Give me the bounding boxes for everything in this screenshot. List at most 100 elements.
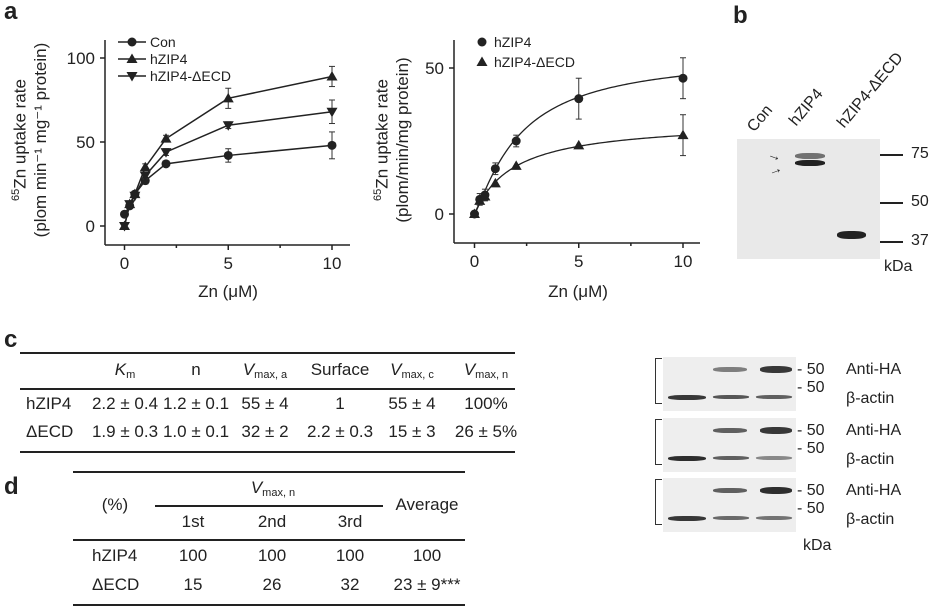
unit-label: kDa xyxy=(803,537,832,554)
data-point xyxy=(677,129,689,140)
y-tick-label: 0 xyxy=(435,205,444,224)
band xyxy=(713,428,747,433)
col-header: Average xyxy=(395,495,459,514)
table-cell: 100 xyxy=(178,546,208,565)
band xyxy=(713,456,749,460)
legend-label: hZIP4 xyxy=(494,34,532,50)
data-point xyxy=(223,150,233,160)
marker-label: 37 xyxy=(911,232,929,249)
ylabel-sup: 65 xyxy=(372,188,384,201)
marker-label: - 50 xyxy=(797,500,825,517)
table-cell: 2.2 ± 0.3 xyxy=(306,422,374,441)
band xyxy=(837,231,866,239)
band xyxy=(756,456,792,460)
data-point xyxy=(573,139,585,150)
band xyxy=(713,395,749,399)
rule xyxy=(20,352,515,354)
rule xyxy=(20,451,515,453)
header-main: Surface xyxy=(310,360,370,379)
data-point xyxy=(139,171,151,182)
blot-membrane xyxy=(663,357,796,411)
ylabel-main: Zn uptake rate xyxy=(10,79,30,189)
antibody-label: Anti-HA xyxy=(846,422,902,439)
rule xyxy=(155,505,383,507)
band xyxy=(668,456,706,461)
header-main: n xyxy=(191,360,201,379)
header-main: V xyxy=(242,360,255,379)
chart2-xlabel: Zn (μM) xyxy=(548,282,608,301)
band xyxy=(756,395,792,399)
table-cell: 55 ± 4 xyxy=(388,394,436,413)
bracket xyxy=(655,479,662,525)
data-point xyxy=(511,136,521,146)
y-tick-label: 50 xyxy=(425,59,444,78)
marker-label: - 50 xyxy=(797,440,825,457)
col-header: 1st xyxy=(181,512,205,531)
band xyxy=(760,487,792,494)
band xyxy=(795,160,825,166)
y-tick-label: 50 xyxy=(76,133,95,152)
col-header: Vmax, c xyxy=(390,360,434,381)
legend-label: Con xyxy=(150,34,176,50)
loading-control-label: β-actin xyxy=(846,451,895,468)
marker-value: 50 xyxy=(806,422,825,439)
marker-value: 50 xyxy=(806,500,825,517)
legend-label: hZIP4 xyxy=(150,51,188,67)
data-point xyxy=(479,190,491,201)
bracket xyxy=(655,358,662,404)
data-point xyxy=(160,148,172,158)
data-point xyxy=(161,159,171,169)
row-label: ΔECD xyxy=(92,575,140,594)
ylabel-units: (plom min⁻¹ mg⁻¹ protein) xyxy=(30,42,50,238)
x-tick-label: 10 xyxy=(674,252,693,271)
header-main: K xyxy=(114,360,127,379)
antibody-label: Anti-HA xyxy=(846,361,902,378)
table-cell: 15 xyxy=(183,575,203,594)
data-point xyxy=(222,121,234,131)
unit-label: kDa xyxy=(884,258,913,275)
data-point xyxy=(490,164,500,174)
rule xyxy=(20,388,515,390)
x-tick-label: 10 xyxy=(323,254,342,273)
data-point xyxy=(139,161,151,172)
marker-label: - 50 xyxy=(797,361,825,378)
marker-line xyxy=(880,202,903,204)
table-cell: 23 ± 9*** xyxy=(393,575,461,594)
marker-value: 50 xyxy=(806,379,825,396)
ylabel-main: Zn uptake rate xyxy=(372,79,392,189)
legend-label: hZIP4-ΔECD xyxy=(494,54,575,70)
loading-control-label: β-actin xyxy=(846,390,895,407)
marker-label: 50 xyxy=(911,193,929,210)
marker-label: - 50 xyxy=(797,422,825,439)
row-label: ΔECD xyxy=(26,422,74,441)
data-point xyxy=(222,92,234,103)
data-point xyxy=(678,73,688,83)
col-header: Surface xyxy=(311,360,370,381)
marker-value: 50 xyxy=(806,361,825,378)
col-header: n xyxy=(191,360,200,381)
col-header: Vmax, a xyxy=(243,360,287,381)
row-label: hZIP4 xyxy=(26,394,72,413)
marker-value: 50 xyxy=(806,440,825,457)
table-cell: 100% xyxy=(464,394,508,413)
band xyxy=(756,516,792,520)
antibody-label: Anti-HA xyxy=(846,482,902,499)
data-point xyxy=(477,37,487,47)
data-point xyxy=(326,70,338,81)
y-tick-label: 0 xyxy=(86,217,95,236)
data-point xyxy=(126,72,138,82)
col-header: Km xyxy=(115,360,136,381)
table-cell: 100 xyxy=(257,546,287,565)
table-cell: 100 xyxy=(412,546,442,565)
ylabel-units: (plom/min/mg protein) xyxy=(392,57,412,223)
band xyxy=(713,516,749,520)
marker-label: - 50 xyxy=(797,379,825,396)
data-point xyxy=(119,222,130,232)
band xyxy=(760,427,792,434)
legend-label: hZIP4-ΔECD xyxy=(150,68,231,84)
panel-label-a: a xyxy=(4,0,18,25)
panel-label-b: b xyxy=(733,2,748,29)
data-point xyxy=(127,37,137,47)
marker-line xyxy=(880,241,903,243)
